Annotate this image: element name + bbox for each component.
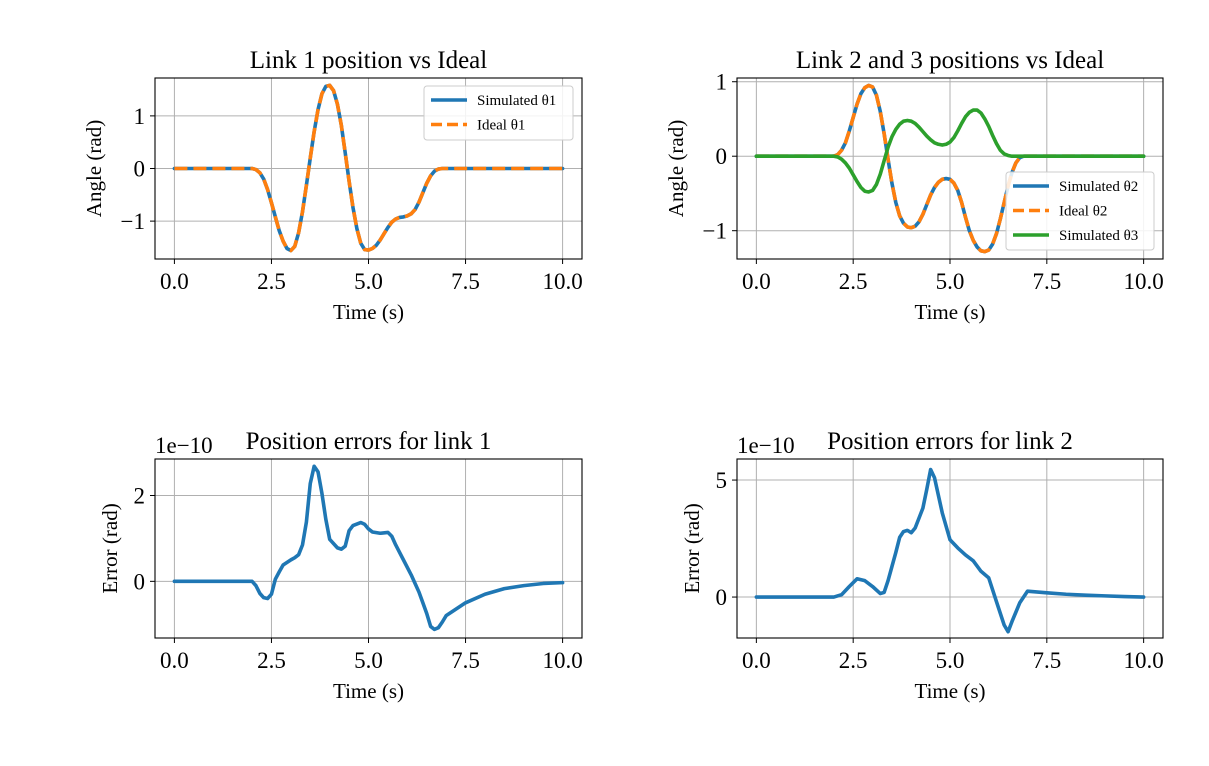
legend-label: Simulated θ3 bbox=[1059, 228, 1138, 244]
chart-panel-3: 0.0 2.5 5.0 7.5 10.0 0 2 Position errors for li… bbox=[98, 428, 583, 703]
x-tick-label: 10.0 bbox=[542, 648, 582, 673]
x-tick-label: 5.0 bbox=[936, 269, 965, 294]
x-tick-label: 0.0 bbox=[742, 648, 771, 673]
y-axis-label: Error (rad) bbox=[98, 503, 122, 593]
x-tick-label: 10.0 bbox=[1124, 269, 1164, 294]
x-tick-label: 0.0 bbox=[160, 269, 189, 294]
series-line-2 bbox=[174, 83, 563, 253]
y-tick-label: 1 bbox=[134, 104, 146, 129]
x-tick-label: 0.0 bbox=[742, 269, 771, 294]
x-tick-label: 7.5 bbox=[1032, 648, 1061, 673]
y-tick-label: 0 bbox=[716, 144, 728, 169]
y-tick-label: 0 bbox=[134, 569, 146, 594]
series-group bbox=[754, 83, 1146, 254]
x-tick-label: 5.0 bbox=[354, 269, 383, 294]
x-tick-label: 2.5 bbox=[257, 269, 286, 294]
legend-label: Simulated θ1 bbox=[477, 93, 556, 109]
x-tick-label: 2.5 bbox=[257, 648, 286, 673]
chart-title: Position errors for link 1 bbox=[246, 428, 492, 455]
chart-panel-4: 0.0 2.5 5.0 7.5 10.0 0 5 Position errors for li… bbox=[680, 428, 1164, 703]
series-line-1 bbox=[754, 467, 1146, 634]
x-axis-label: Time (s) bbox=[333, 300, 404, 324]
y-axis-label: Error (rad) bbox=[680, 503, 704, 593]
y-tick-label: −1 bbox=[703, 219, 727, 244]
x-tick-label: 7.5 bbox=[1032, 269, 1061, 294]
y-tick-label: 5 bbox=[716, 468, 728, 493]
x-tick-label: 10.0 bbox=[542, 269, 582, 294]
x-tick-label: 0.0 bbox=[160, 648, 189, 673]
chart-title: Link 1 position vs Ideal bbox=[250, 47, 488, 74]
legend-box bbox=[1005, 171, 1155, 251]
series-line-3 bbox=[754, 108, 1146, 194]
legend-label: Ideal θ1 bbox=[477, 118, 525, 134]
series-group bbox=[754, 467, 1146, 634]
x-axis-label: Time (s) bbox=[915, 679, 986, 703]
x-tick-label: 10.0 bbox=[1124, 648, 1164, 673]
x-tick-label: 5.0 bbox=[354, 648, 383, 673]
x-axis-label: Time (s) bbox=[915, 300, 986, 324]
y-offset-label: 1e−10 bbox=[155, 433, 213, 458]
x-tick-label: 5.0 bbox=[936, 648, 965, 673]
legend-label: Simulated θ2 bbox=[1059, 179, 1138, 195]
x-tick-label: 2.5 bbox=[839, 648, 868, 673]
y-offset-label: 1e−10 bbox=[737, 433, 795, 458]
chart-title: Position errors for link 2 bbox=[827, 428, 1073, 455]
y-tick-label: −1 bbox=[121, 209, 145, 234]
legend: Simulated θ2 Ideal θ2 Simulated θ3 bbox=[1005, 171, 1155, 251]
y-tick-label: 1 bbox=[716, 70, 728, 95]
y-tick-label: 0 bbox=[716, 585, 728, 610]
y-axis-label: Angle (rad) bbox=[664, 120, 688, 217]
x-tick-label: 2.5 bbox=[839, 269, 868, 294]
x-axis-label: Time (s) bbox=[333, 679, 404, 703]
series-line-2 bbox=[756, 83, 1144, 254]
chart-title: Link 2 and 3 positions vs Ideal bbox=[796, 47, 1104, 74]
series-group bbox=[172, 83, 565, 253]
legend: Simulated θ1 Ideal θ1 bbox=[423, 85, 574, 141]
x-tick-label: 7.5 bbox=[451, 269, 480, 294]
x-tick-label: 7.5 bbox=[451, 648, 480, 673]
series-line-1 bbox=[172, 464, 565, 632]
chart-panel-2: 0.0 2.5 5.0 7.5 10.0 −1 0 1 Link 2 and 3 positio… bbox=[664, 47, 1164, 324]
y-tick-label: 0 bbox=[134, 157, 146, 182]
y-tick-label: 2 bbox=[134, 483, 146, 508]
series-group bbox=[172, 464, 565, 632]
legend-label: Ideal θ2 bbox=[1059, 204, 1107, 220]
chart-panel-1: 0.0 2.5 5.0 7.5 10.0 −1 0 1 Link 1 position vs I… bbox=[82, 47, 583, 324]
y-axis-label: Angle (rad) bbox=[82, 120, 106, 217]
